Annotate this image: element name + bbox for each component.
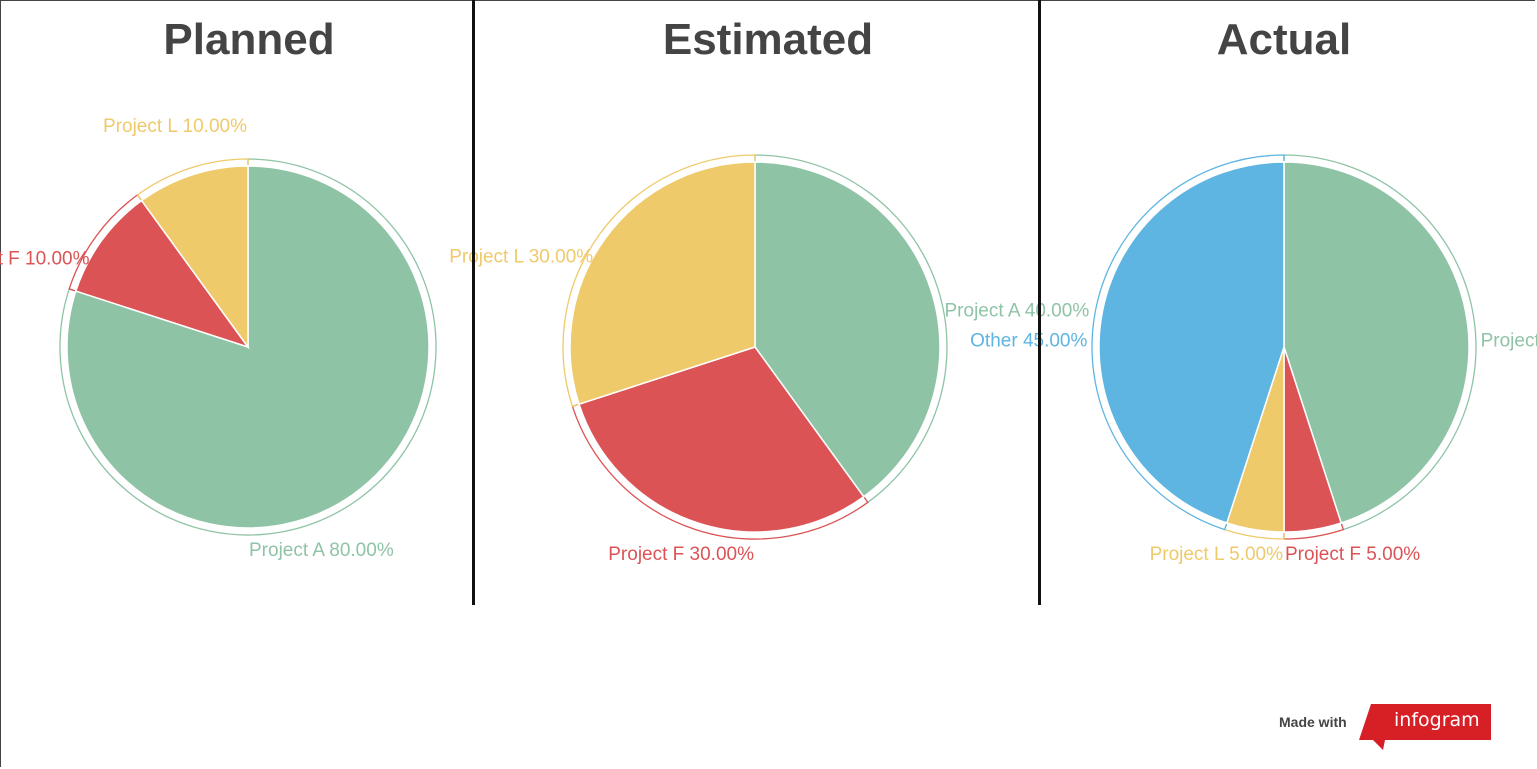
divider-left — [472, 0, 475, 605]
slice-bracket-actual-other — [1091, 154, 1285, 531]
slice-bracket-planned-project-f — [68, 193, 142, 292]
slice-label-estimated-project-f: Project F 30.00% — [608, 544, 754, 565]
pie-slice-estimated-project-f[interactable] — [578, 346, 865, 533]
slice-bracket-estimated-project-l — [562, 154, 756, 408]
slice-label-actual-project-l: Project L 5.00% — [1150, 544, 1284, 565]
slice-label-estimated-project-a: Project A 40.00% — [945, 301, 1090, 322]
chart-title-planned: Planned — [163, 15, 334, 64]
chart-title-estimated: Estimated — [663, 15, 873, 64]
made-with-label: Made with — [1279, 714, 1347, 730]
slice-label-actual-project-f: Project F 5.00% — [1285, 544, 1420, 565]
slice-bracket-estimated-project-a — [754, 154, 948, 504]
pie-slice-actual-project-a[interactable] — [1283, 161, 1470, 524]
pie-slice-actual-other[interactable] — [1098, 161, 1285, 524]
pie-slice-planned-project-a[interactable] — [66, 165, 430, 529]
pie-slice-estimated-project-l[interactable] — [569, 161, 756, 406]
chart-title-actual: Actual — [1217, 15, 1351, 64]
slice-label-estimated-project-l: Project L 30.00% — [449, 246, 593, 267]
infogram-logo-text: infogram — [1394, 709, 1480, 731]
slice-label-actual-project-a: Project A 45.00% — [1481, 331, 1537, 352]
made-with-infogram-credit[interactable]: Made with infogram — [1279, 704, 1494, 750]
slice-bracket-planned-project-a — [59, 158, 437, 536]
pie-slice-estimated-project-a[interactable] — [754, 161, 941, 498]
pie-slice-planned-project-l[interactable] — [140, 165, 249, 350]
pie-slice-planned-project-f[interactable] — [74, 199, 250, 349]
slice-label-planned-project-f: Project F 10.00% — [0, 249, 90, 270]
slice-label-planned-project-l: Project L 10.00% — [103, 116, 247, 137]
slice-bracket-estimated-project-f — [571, 403, 869, 540]
slice-label-planned-project-a: Project A 80.00% — [249, 540, 394, 561]
divider-right — [1038, 0, 1041, 605]
slice-label-actual-other: Other 45.00% — [970, 331, 1087, 352]
slice-bracket-actual-project-a — [1283, 154, 1477, 531]
slice-bracket-planned-project-l — [136, 158, 249, 201]
infogram-logo-badge — [1359, 704, 1491, 750]
